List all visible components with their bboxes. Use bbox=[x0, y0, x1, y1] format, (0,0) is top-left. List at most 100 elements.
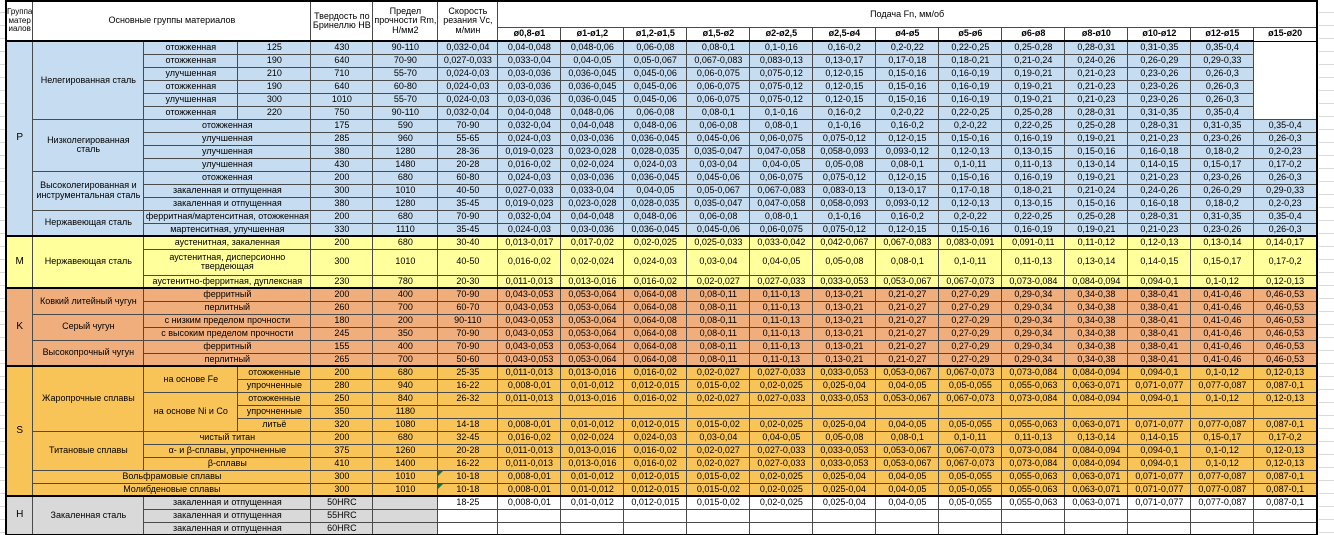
cell-feed-value[interactable]: 0,1-0,12 bbox=[1190, 274, 1255, 289]
cell-feed-value[interactable]: 0,35-0,4 bbox=[1190, 105, 1255, 120]
cell-feed-value[interactable]: 0,16-0,2 bbox=[875, 209, 940, 224]
cell-feed-value[interactable]: 0,21-0,27 bbox=[875, 339, 940, 354]
cell-feed-value[interactable]: 0,027-0,033 bbox=[749, 365, 814, 380]
cell-cutting-speed-vc[interactable]: 50-60 bbox=[437, 352, 499, 367]
cell-feed-value[interactable]: 0,1-0,12 bbox=[1190, 443, 1255, 458]
cell-feed-value[interactable]: 0,12-0,15 bbox=[875, 222, 940, 237]
cell-feed-value[interactable]: 0,013-0,016 bbox=[560, 365, 625, 380]
cell-feed-value[interactable]: 0,084-0,094 bbox=[1064, 274, 1129, 289]
cell-feed-value[interactable]: 0,05-0,08 bbox=[812, 430, 877, 445]
cell-feed-value[interactable]: 0,01-0,012 bbox=[560, 378, 625, 393]
cell-feed-value[interactable]: 0,26-0,3 bbox=[1253, 222, 1318, 237]
cell-feed-value[interactable]: 0,41-0,46 bbox=[1190, 300, 1255, 315]
cell-feed-value[interactable]: 0,025-0,04 bbox=[812, 378, 877, 393]
cell-feed-value[interactable]: 0,1-0,11 bbox=[938, 430, 1003, 445]
cell-feed-value[interactable] bbox=[497, 508, 562, 523]
cell-feed-value[interactable]: 0,01-0,012 bbox=[560, 482, 625, 497]
cell-cutting-speed-vc[interactable]: 20-28 bbox=[437, 157, 499, 172]
cell-feed-value[interactable]: 0,22-0,25 bbox=[1001, 209, 1066, 224]
cell-cutting-speed-vc[interactable]: 55-70 bbox=[372, 66, 439, 81]
cell-feed-value[interactable]: 0,084-0,094 bbox=[1064, 365, 1129, 380]
cell-feed-value[interactable]: 0,14-0,17 bbox=[1253, 235, 1318, 250]
cell-feed-value[interactable]: 0,21-0,27 bbox=[875, 300, 940, 315]
cell-feed-value[interactable]: 0,04-0,05 bbox=[875, 482, 940, 497]
cell-feed-value[interactable]: 0,25-0,28 bbox=[1001, 105, 1066, 120]
cell-feed-value[interactable]: 0,23-0,26 bbox=[1190, 131, 1255, 146]
cell-feed-value[interactable]: 0,17-0,2 bbox=[1253, 430, 1318, 445]
cell-strength-rm[interactable]: 710 bbox=[310, 66, 374, 81]
cell-feed-value[interactable]: 0,27-0,29 bbox=[938, 339, 1003, 354]
cell-feed-value[interactable]: 0,033-0,053 bbox=[812, 391, 877, 406]
cell-feed-value[interactable]: 0,29-0,34 bbox=[1001, 287, 1066, 302]
cell-feed-value[interactable]: 0,016-0,02 bbox=[623, 443, 688, 458]
cell-feed-value[interactable]: 0,15-0,17 bbox=[1190, 248, 1255, 276]
cell-hardness-hb[interactable]: 60HRC bbox=[310, 521, 374, 535]
cell-feed-value[interactable]: 0,21-0,27 bbox=[875, 352, 940, 367]
cell-feed-value[interactable]: 0,38-0,41 bbox=[1127, 300, 1192, 315]
cell-material[interactable]: Нержавеющая сталь bbox=[32, 209, 145, 237]
cell-feed-value[interactable]: 0,15-0,16 bbox=[875, 79, 940, 94]
cell-feed-value[interactable]: 0,064-0,08 bbox=[623, 352, 688, 367]
cell-feed-value[interactable]: 0,28-0,31 bbox=[1064, 40, 1129, 55]
cell-feed-value[interactable]: 0,067-0,083 bbox=[749, 183, 814, 198]
cell-feed-value[interactable]: 0,2-0,22 bbox=[938, 209, 1003, 224]
cell-feed-value[interactable]: 0,08-0,11 bbox=[686, 352, 751, 367]
cell-subtype[interactable]: с высоким пределом прочности bbox=[143, 326, 312, 341]
cell-cutting-speed-vc[interactable]: 14-18 bbox=[437, 417, 499, 432]
cell-feed-value[interactable] bbox=[497, 521, 562, 535]
cell-hardness-hb[interactable]: 320 bbox=[310, 417, 374, 432]
cell-feed-value[interactable] bbox=[1190, 508, 1255, 523]
cell-feed-value[interactable]: 0,02-0,025 bbox=[749, 469, 814, 484]
cell-feed-value[interactable] bbox=[875, 508, 940, 523]
cell-hardness-hb[interactable]: 190 bbox=[237, 53, 312, 68]
cell-feed-value[interactable]: 0,19-0,21 bbox=[1064, 170, 1129, 185]
cell-feed-value[interactable]: 0,016-0,02 bbox=[623, 456, 688, 471]
cell-feed-value[interactable]: 0,013-0,016 bbox=[560, 274, 625, 289]
cell-feed-value[interactable]: 0,38-0,41 bbox=[1127, 287, 1192, 302]
cell-feed-value[interactable]: 0,04-0,05 bbox=[560, 53, 625, 68]
cell-feed-value[interactable]: 0,05-0,055 bbox=[938, 469, 1003, 484]
cell-feed-value[interactable]: 0,19-0,21 bbox=[1001, 79, 1066, 94]
cell-feed-value[interactable]: 0,036-0,045 bbox=[623, 131, 688, 146]
cell-feed-value[interactable]: 0,17-0,2 bbox=[1253, 157, 1318, 172]
cell-subtype[interactable]: отожженные bbox=[237, 391, 312, 406]
cell-feed-value[interactable]: 0,025-0,04 bbox=[812, 469, 877, 484]
cell-hardness-hb[interactable]: 230 bbox=[310, 274, 374, 289]
cell-hardness-hb[interactable]: 200 bbox=[310, 235, 374, 250]
cell-feed-value[interactable] bbox=[1064, 508, 1129, 523]
cell-feed-value[interactable]: 0,29-0,33 bbox=[1190, 53, 1255, 68]
cell-feed-value[interactable]: 0,036-0,045 bbox=[623, 222, 688, 237]
cell-feed-value[interactable]: 0,067-0,073 bbox=[938, 365, 1003, 380]
col-header-feed-diameter[interactable]: ø5-ø6 bbox=[938, 26, 1003, 42]
cell-subtype[interactable]: закаленная и отпущенная bbox=[143, 183, 312, 198]
cell-feed-value[interactable]: 0,13-0,15 bbox=[1001, 144, 1066, 159]
cell-feed-value[interactable]: 0,12-0,15 bbox=[812, 66, 877, 81]
cell-cutting-speed-vc[interactable]: 60-80 bbox=[372, 79, 439, 94]
cell-feed-value[interactable]: 0,036-0,045 bbox=[560, 79, 625, 94]
cell-feed-value[interactable]: 0,16-0,19 bbox=[1001, 170, 1066, 185]
cell-feed-value[interactable] bbox=[875, 404, 940, 419]
cell-material[interactable]: Высокопрочный чугун bbox=[32, 339, 145, 367]
cell-feed-value[interactable]: 0,047-0,058 bbox=[749, 196, 814, 211]
cell-feed-value[interactable]: 0,14-0,15 bbox=[1127, 157, 1192, 172]
cell-strength-rm[interactable]: 1260 bbox=[372, 443, 439, 458]
cell-feed-value[interactable]: 0,019-0,023 bbox=[497, 196, 562, 211]
cell-feed-value[interactable]: 0,02-0,027 bbox=[686, 456, 751, 471]
cell-feed-value[interactable]: 0,053-0,064 bbox=[560, 326, 625, 341]
cell-feed-value[interactable]: 0,063-0,071 bbox=[1064, 482, 1129, 497]
cell-feed-value[interactable]: 0,06-0,075 bbox=[749, 170, 814, 185]
cell-strength-rm[interactable]: 960 bbox=[372, 131, 439, 146]
cell-feed-value[interactable]: 0,28-0,31 bbox=[1064, 105, 1129, 120]
cell-feed-value[interactable]: 0,31-0,35 bbox=[1127, 40, 1192, 55]
cell-hardness-hb[interactable]: 245 bbox=[310, 326, 374, 341]
cell-material[interactable]: Жаропрочные сплавы bbox=[32, 365, 145, 432]
cell-feed-value[interactable]: 0,063-0,071 bbox=[1064, 378, 1129, 393]
cell-subtype[interactable]: отожженная bbox=[143, 170, 312, 185]
cell-feed-value[interactable]: 0,036-0,045 bbox=[560, 92, 625, 107]
col-header-feed-diameter[interactable]: ø6-ø8 bbox=[1001, 26, 1066, 42]
cell-feed-value[interactable] bbox=[623, 508, 688, 523]
cell-cutting-speed-vc[interactable]: 60-80 bbox=[437, 170, 499, 185]
cell-feed-value[interactable]: 0,15-0,16 bbox=[938, 131, 1003, 146]
cell-feed-value[interactable]: 0,012-0,015 bbox=[623, 378, 688, 393]
cell-feed-value[interactable]: 0,05-0,067 bbox=[686, 183, 751, 198]
